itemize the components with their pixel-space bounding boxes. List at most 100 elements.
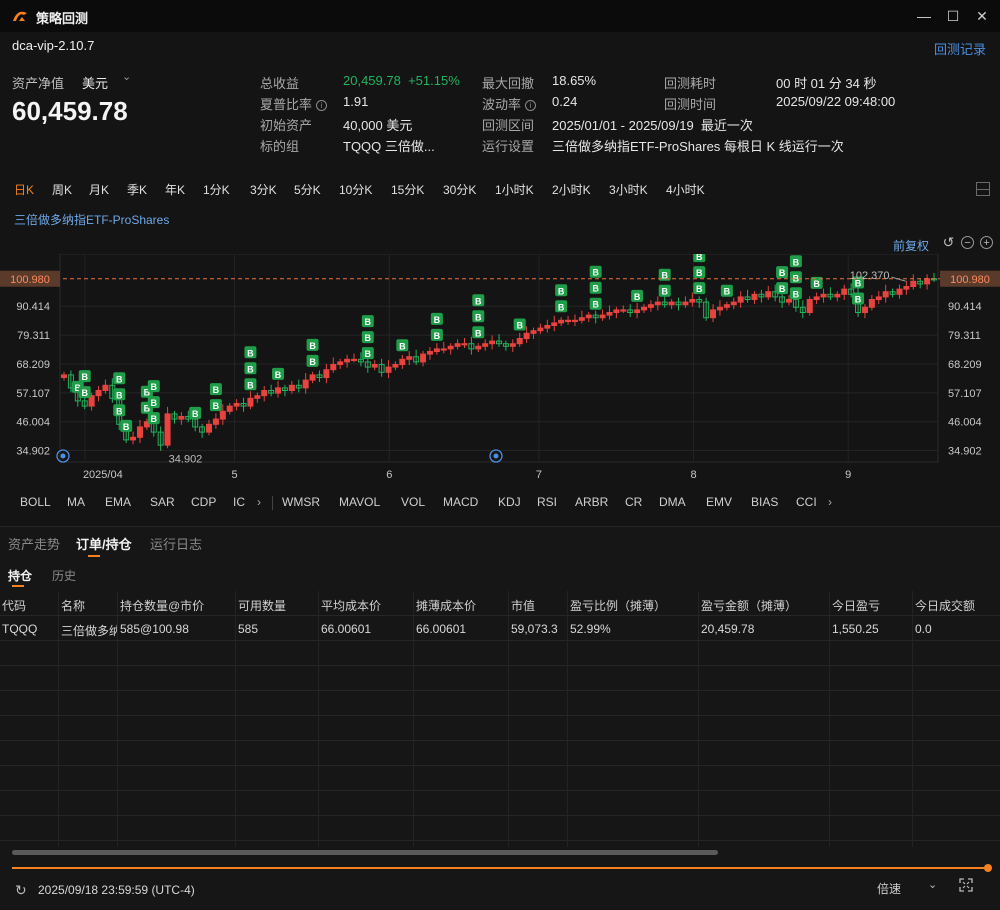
minimize-button[interactable]: — — [917, 8, 931, 24]
tab-period-3h[interactable]: 3小时K — [609, 183, 648, 197]
buy-marker-label: B — [213, 385, 220, 395]
tab-period-1h[interactable]: 1小时K — [495, 183, 534, 197]
replay-icon[interactable]: ↻ — [15, 882, 27, 898]
candle-body — [606, 312, 613, 316]
indicator-bias[interactable]: BIAS — [751, 495, 779, 509]
buy-marker-label: B — [75, 383, 82, 393]
indicator-ic[interactable]: IC — [233, 495, 245, 509]
tab-period-15min[interactable]: 15分K — [391, 183, 425, 197]
candle-body — [426, 351, 433, 355]
tab-equity-trend[interactable]: 资产走势 — [8, 537, 61, 552]
playback-progress-handle[interactable] — [984, 864, 992, 872]
tab-period-quarter[interactable]: 季K — [127, 183, 148, 197]
layout-icon[interactable] — [976, 182, 990, 196]
col-header-diluted-cost: 摊薄成本价 — [416, 599, 477, 613]
backtest-history-link[interactable]: 回测记录 — [933, 42, 986, 57]
indicator-cci[interactable]: CCI — [796, 495, 817, 509]
chevron-down-icon[interactable]: ⌄ — [122, 71, 132, 83]
candle-body — [240, 403, 247, 407]
high-value-label: 102.370 — [850, 270, 890, 282]
tab-period-day[interactable]: 日K — [14, 183, 35, 197]
indicator-dma[interactable]: DMA — [659, 495, 686, 509]
table-row[interactable]: TQQQ 三倍做多纳 585@100.98 585 66.00601 66.00… — [0, 616, 1000, 641]
indicator-arbr[interactable]: ARBR — [575, 495, 609, 509]
chevron-right-icon[interactable]: › — [257, 495, 261, 509]
active-tab-indicator — [88, 555, 100, 557]
indicator-macd[interactable]: MACD — [443, 495, 479, 509]
buy-marker-label: B — [247, 380, 254, 390]
info-icon[interactable]: i — [316, 100, 328, 111]
indicator-cr[interactable]: CR — [625, 495, 643, 509]
candle-body — [765, 291, 772, 298]
candlestick-chart[interactable]: 90.414 90.414 79.311 79.311 68.209 68.209 57.1… — [0, 254, 1000, 484]
cell-code: TQQQ — [2, 622, 38, 636]
backtest-time-label: 回测时间 — [664, 97, 717, 112]
sharpe-label-text: 夏普比率 — [260, 97, 313, 112]
tab-period-1min[interactable]: 1分K — [203, 183, 230, 197]
info-icon[interactable]: i — [525, 100, 537, 111]
price-adjust-button[interactable]: 前复权 — [893, 239, 930, 253]
tab-period-5min[interactable]: 5分K — [294, 183, 321, 197]
period-tabs: 日K 周K 月K 季K 年K 1分K 3分K 5分K 10分K 15分K 30分… — [0, 176, 1000, 200]
tab-period-2h[interactable]: 2小时K — [552, 183, 591, 197]
indicator-vol[interactable]: VOL — [401, 495, 426, 509]
zoom-in-icon[interactable]: + — [980, 236, 993, 249]
total-return-value: 20,459.78 +51.15% — [343, 73, 460, 88]
indicator-sar[interactable]: SAR — [150, 495, 175, 509]
buy-marker — [776, 266, 789, 279]
tab-period-30min[interactable]: 30分K — [443, 183, 477, 197]
candle-body — [143, 421, 150, 428]
indicator-cdp[interactable]: CDP — [191, 495, 217, 509]
candle-body — [813, 296, 820, 301]
tab-orders-positions[interactable]: 订单/持仓 — [76, 537, 132, 552]
candle-body — [357, 358, 364, 363]
indicator-emv[interactable]: EMV — [706, 495, 733, 509]
candle-body — [461, 343, 468, 346]
zoom-out-icon[interactable]: − — [961, 236, 974, 249]
tab-period-month[interactable]: 月K — [89, 183, 110, 197]
tab-period-10min[interactable]: 10分K — [339, 183, 373, 197]
indicator-kdj[interactable]: KDJ — [498, 495, 521, 509]
candle-body — [316, 374, 323, 379]
y-tick-label-right: 79.311 — [948, 330, 981, 342]
playback-progress-bar[interactable] — [12, 867, 988, 869]
indicator-ema[interactable]: EMA — [105, 495, 132, 509]
tab-history[interactable]: 历史 — [52, 569, 77, 583]
candle-body — [482, 343, 489, 347]
tab-period-3min[interactable]: 3分K — [250, 183, 277, 197]
y-tick-label-right: 57.107 — [948, 388, 982, 400]
buy-marker-label: B — [247, 348, 254, 358]
tab-period-year[interactable]: 年K — [165, 183, 186, 197]
x-tick-label: 5 — [232, 469, 238, 481]
buy-marker — [589, 265, 602, 278]
chevron-right-icon[interactable]: › — [828, 495, 832, 509]
tab-period-4h[interactable]: 4小时K — [666, 183, 705, 197]
indicator-boll[interactable]: BOLL — [20, 495, 51, 509]
buy-marker — [189, 406, 202, 419]
tab-holdings[interactable]: 持仓 — [8, 569, 33, 583]
buy-marker-label: B — [123, 422, 130, 432]
horizontal-scrollbar[interactable] — [12, 850, 718, 855]
close-button[interactable]: ✕ — [976, 8, 988, 24]
buy-marker-label: B — [151, 414, 158, 424]
fullscreen-icon[interactable] — [958, 877, 974, 893]
candle-body — [309, 374, 316, 381]
maximize-button[interactable]: ☐ — [946, 8, 960, 24]
indicator-ma[interactable]: MA — [67, 495, 85, 509]
undo-icon[interactable]: ↺ — [942, 234, 955, 250]
indicator-mavol[interactable]: MAVOL — [339, 495, 381, 509]
candle-body — [420, 353, 427, 363]
buy-marker — [361, 315, 374, 328]
tab-period-week[interactable]: 周K — [52, 183, 73, 197]
chevron-down-icon[interactable]: ⌄ — [928, 879, 938, 891]
speed-select[interactable]: 倍速 — [877, 882, 902, 896]
tab-run-log[interactable]: 运行日志 — [150, 537, 203, 552]
indicator-rsi[interactable]: RSI — [537, 495, 558, 509]
window-title: 策略回测 — [36, 11, 89, 26]
candle-body — [413, 356, 420, 363]
indicator-wmsr[interactable]: WMSR — [282, 495, 320, 509]
currency-select[interactable]: 美元 — [82, 76, 109, 91]
candle-body — [212, 418, 219, 425]
candle-body — [682, 301, 689, 306]
candle-body — [578, 317, 585, 321]
